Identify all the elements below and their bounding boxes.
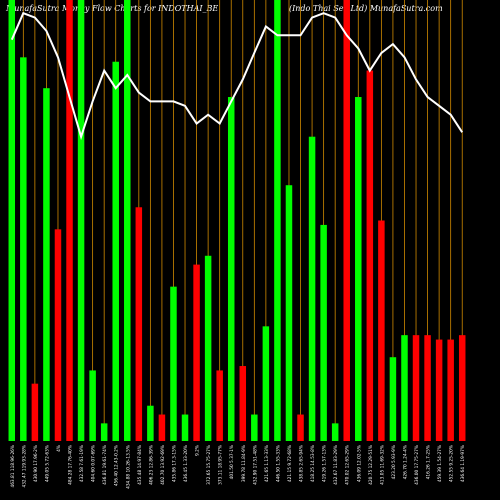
money-flow-bar bbox=[31, 383, 39, 441]
money-flow-bar bbox=[389, 357, 397, 441]
money-flow-bar bbox=[401, 335, 408, 441]
x-tick-label: 406.23 12.86-39% bbox=[148, 445, 154, 485]
x-tick-label: 470.02 12.65-29% bbox=[345, 445, 351, 485]
money-flow-bar bbox=[66, 0, 73, 441]
x-tick-label: 456.40 12.43-0.2% bbox=[114, 445, 120, 486]
x-tick-label: 435.48 14.97-84% bbox=[137, 445, 143, 485]
money-flow-bar bbox=[112, 61, 119, 442]
money-flow-bar bbox=[54, 229, 62, 441]
x-tick-label: 373.11 18.95-77% bbox=[218, 445, 224, 485]
x-tick-label: 436.64 1.19-97% bbox=[460, 445, 466, 482]
x-tick-label: 372.65 15.75-27% bbox=[206, 445, 212, 485]
money-flow-bar bbox=[181, 414, 189, 441]
x-tick-label: 436.00 17.75-27% bbox=[414, 445, 420, 485]
money-flow-bar bbox=[239, 366, 247, 441]
x-tick-label: 399.78 11.84-9% bbox=[241, 445, 247, 482]
money-flow-bar bbox=[331, 423, 339, 441]
x-tick-label: 459.39 1.54-27% bbox=[437, 445, 443, 482]
money-flow-bar bbox=[308, 136, 316, 441]
money-flow-bar bbox=[251, 414, 258, 441]
x-tick-label: 438.85 2.65-94% bbox=[299, 445, 305, 482]
x-tick-label: 449.05 5.72-63% bbox=[44, 445, 50, 482]
money-flow-bar bbox=[89, 370, 96, 441]
x-tick-label: 436.81 19.61-74% bbox=[102, 445, 108, 485]
money-flow-bar bbox=[8, 0, 16, 441]
money-flow-bar bbox=[435, 339, 443, 441]
x-tick-label: 423.20 5.93-9% bbox=[391, 445, 397, 479]
x-tick-label: 436.09 12.02-5% bbox=[356, 445, 362, 482]
money-flow-bar bbox=[204, 255, 212, 441]
money-flow-bar bbox=[158, 414, 166, 441]
money-flow-bar bbox=[412, 335, 420, 441]
x-tick-label: 435.86 17.3-15% bbox=[171, 445, 177, 482]
money-flow-bar bbox=[320, 224, 327, 441]
x-tick-label: 484.28 17.76-40% bbox=[68, 445, 74, 485]
money-flow-bar bbox=[355, 97, 362, 442]
money-flow-bar bbox=[100, 423, 108, 441]
x-tick-label: 463.81 118.96-26% bbox=[10, 445, 16, 488]
x-tick-label: 432.58 7.61-19% bbox=[79, 445, 85, 482]
x-tick-label: 416.26 1.7-25% bbox=[426, 445, 432, 479]
money-flow-bar bbox=[447, 339, 454, 441]
money-flow-bar bbox=[77, 0, 85, 441]
money-flow-bar bbox=[274, 0, 281, 441]
x-tick-label: 452.55 9.25-20% bbox=[449, 445, 455, 482]
money-flow-bar bbox=[135, 207, 143, 441]
x-tick-label: 421.15 9.72-68% bbox=[287, 445, 293, 482]
x-tick-label: 436.45 1.33-20% bbox=[183, 445, 189, 482]
x-tick-label: 432.90 17.51-48% bbox=[252, 445, 258, 485]
x-tick-label: 432.47 119.93-28% bbox=[21, 445, 27, 488]
money-flow-bar bbox=[147, 405, 154, 441]
x-tick-label: 421.65 1.13-33% bbox=[264, 445, 270, 482]
x-tick-label: 401.50 5.37-1% bbox=[229, 445, 235, 479]
money-flow-bar bbox=[227, 97, 235, 442]
x-tick-label: 404.60 0.07-69% bbox=[91, 445, 97, 482]
money-flow-bar bbox=[124, 0, 131, 441]
money-flow-bar bbox=[43, 88, 50, 441]
money-flow-bar bbox=[262, 326, 270, 441]
x-tick-label: 413.05 11.69-32% bbox=[379, 445, 385, 485]
x-tick-label: 9.2% bbox=[195, 445, 201, 456]
x-tick-label: 419.26 1.57-13% bbox=[322, 445, 328, 482]
money-flow-bar bbox=[285, 185, 293, 441]
x-tick-label: 402.70 13.92-69% bbox=[160, 445, 166, 485]
x-tick-label: 4% bbox=[56, 445, 62, 452]
x-tick-label: 446.50 1.55-33% bbox=[275, 445, 281, 482]
money-flow-bar bbox=[170, 286, 177, 441]
x-tick-label: 432.67 11.83-29% bbox=[333, 445, 339, 485]
x-tick-label: 420.75 12.29-51% bbox=[368, 445, 374, 485]
x-tick-label: 430.90 17.96-2% bbox=[33, 445, 39, 482]
money-flow-bar bbox=[424, 335, 431, 441]
x-tick-label: 418.25 14.53-8% bbox=[310, 445, 316, 482]
money-flow-bar bbox=[297, 414, 304, 441]
chart-subtitle: (Indo Thai Sec Ltd) MunafaSutra.com bbox=[289, 4, 443, 13]
money-flow-bar bbox=[458, 335, 466, 441]
x-tick-label: 426.70 1.24-4% bbox=[402, 445, 408, 479]
money-flow-bar bbox=[378, 220, 385, 441]
price-line bbox=[10, 11, 464, 141]
x-tick-label: 434.88 10.26-13.5% bbox=[125, 445, 131, 489]
money-flow-bar bbox=[343, 0, 350, 441]
money-flow-bar bbox=[20, 57, 27, 442]
chart-title: MunafaSutra Money Flow Charts for INDOTH… bbox=[6, 4, 219, 13]
money-flow-bar bbox=[216, 370, 223, 441]
money-flow-bar bbox=[193, 264, 200, 441]
money-flow-bar bbox=[366, 70, 374, 441]
